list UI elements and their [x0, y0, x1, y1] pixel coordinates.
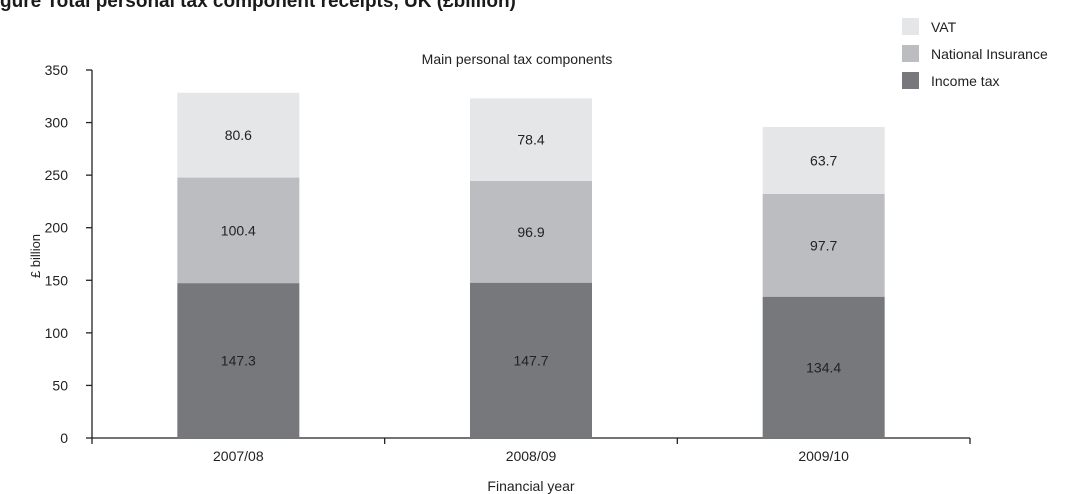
- chart-title: Main personal tax components: [422, 51, 613, 67]
- legend: VAT National Insurance Income tax: [902, 18, 1048, 89]
- y-tick-label: 350: [45, 62, 69, 78]
- data-label: 63.7: [810, 152, 837, 168]
- data-label: 147.7: [513, 352, 548, 368]
- legend-label: Income tax: [931, 73, 999, 89]
- data-label: 97.7: [810, 237, 837, 253]
- y-tick-label: 150: [45, 272, 69, 288]
- data-label: 134.4: [806, 359, 841, 375]
- data-label: 147.3: [221, 353, 256, 369]
- y-tick-label: 100: [45, 325, 69, 341]
- bar-segment: [470, 282, 592, 438]
- data-label: 78.4: [517, 132, 544, 148]
- legend-label: National Insurance: [931, 46, 1048, 62]
- plot-area: 0 50 100 150 200 250 300 350 147.3 100.4 80.6 2007/…: [45, 62, 971, 464]
- x-axis-label: Financial year: [487, 478, 574, 494]
- bar-segment: [762, 193, 885, 297]
- x-tick-label: 2009/10: [798, 448, 849, 464]
- bar-segment: [762, 126, 885, 194]
- legend-swatch: [902, 45, 919, 62]
- bar-segment: [177, 283, 300, 438]
- x-tick-label: 2007/08: [213, 448, 264, 464]
- data-label: 100.4: [221, 222, 256, 238]
- bar-segment: [470, 180, 592, 283]
- y-tick-label: 300: [45, 115, 69, 131]
- y-axis-label: £ billion: [28, 234, 43, 278]
- legend-swatch: [902, 72, 919, 89]
- y-tick-label: 50: [52, 377, 68, 393]
- y-tick-label: 200: [45, 220, 69, 236]
- legend-swatch: [902, 18, 919, 35]
- figure-caption: gure Total personal tax component receip…: [0, 0, 516, 12]
- data-label: 96.9: [517, 224, 544, 240]
- data-label: 80.6: [225, 127, 252, 143]
- bar-segment: [177, 177, 300, 284]
- x-tick-label: 2008/09: [506, 448, 557, 464]
- bar-segment: [470, 98, 592, 181]
- bar-segment: [177, 92, 300, 178]
- y-tick-label: 0: [60, 430, 68, 446]
- bar-segment: [762, 296, 885, 438]
- y-tick-label: 250: [45, 167, 69, 183]
- legend-label: VAT: [931, 19, 957, 35]
